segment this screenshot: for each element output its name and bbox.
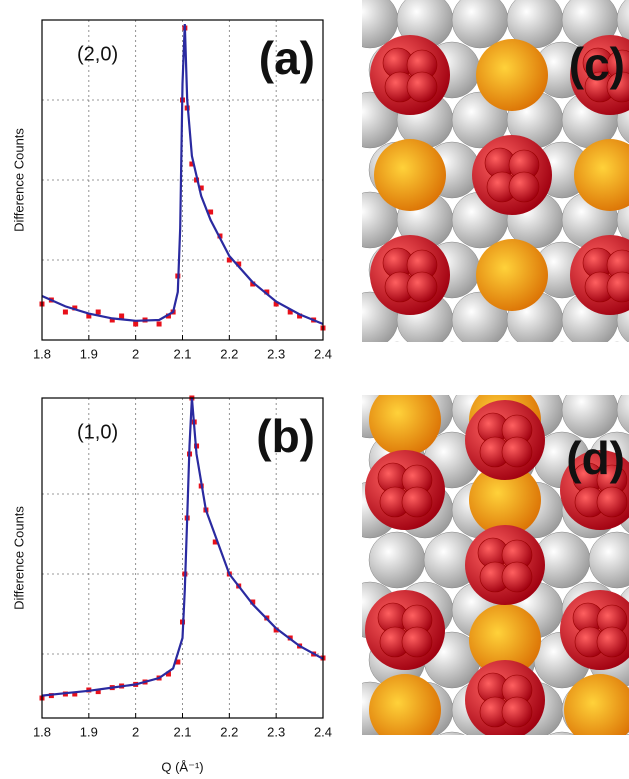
annotation: (2,0) xyxy=(77,43,118,65)
x-tick-label: 2.4 xyxy=(314,346,332,361)
molecule xyxy=(465,660,545,740)
data-point xyxy=(96,310,101,315)
x-tick-label: 1.9 xyxy=(80,346,98,361)
x-axis-label: Q (Å⁻¹) xyxy=(161,759,203,774)
molecule-part xyxy=(402,487,432,517)
x-tick-label: 2.2 xyxy=(220,724,238,739)
molecule xyxy=(465,525,545,605)
atom xyxy=(424,342,480,398)
data-point xyxy=(133,322,138,327)
atom xyxy=(479,342,535,398)
molecule-part xyxy=(502,562,532,592)
atom xyxy=(476,39,548,111)
panel-label: (d) xyxy=(566,432,625,484)
molecule xyxy=(465,400,545,480)
molecule-part xyxy=(407,72,437,102)
figure: (c) (d) 1.8 1.9 2 2.1 2.2 2.3 2.4 (a) (2,0) Diffe… xyxy=(0,0,629,779)
molecule xyxy=(370,235,450,315)
y-axis-label: Difference Counts xyxy=(11,506,26,610)
panel-label: (b) xyxy=(256,410,315,462)
x-tick-label: 2 xyxy=(132,724,139,739)
x-tick-label: 2 xyxy=(132,346,139,361)
x-tick-label: 1.8 xyxy=(33,724,51,739)
panel-label: (c) xyxy=(569,38,625,90)
annotation: (1,0) xyxy=(77,421,118,443)
x-tick-label: 2.3 xyxy=(267,346,285,361)
molecule-part xyxy=(597,487,627,517)
x-tick-label: 2.1 xyxy=(173,724,191,739)
atom xyxy=(369,384,441,456)
x-tick-label: 2.4 xyxy=(314,724,332,739)
data-point xyxy=(63,310,68,315)
atom xyxy=(589,732,629,779)
x-tick-label: 2.2 xyxy=(220,346,238,361)
x-tick-label: 1.8 xyxy=(33,346,51,361)
x-tick-label: 2.3 xyxy=(267,724,285,739)
atom xyxy=(369,732,425,779)
atom xyxy=(369,342,425,398)
atom xyxy=(534,732,590,779)
panel-label: (a) xyxy=(259,32,315,84)
y-axis-label: Difference Counts xyxy=(11,128,26,232)
atom xyxy=(562,382,618,438)
data-point xyxy=(157,322,162,327)
molecule-part xyxy=(407,272,437,302)
atom xyxy=(589,342,629,398)
molecule-part xyxy=(509,172,539,202)
atom xyxy=(374,139,446,211)
molecule-part xyxy=(597,627,627,657)
molecule xyxy=(365,590,445,670)
atom xyxy=(479,732,535,779)
x-tick-label: 1.9 xyxy=(80,724,98,739)
atom xyxy=(476,239,548,311)
molecule xyxy=(365,450,445,530)
molecule-part xyxy=(502,437,532,467)
atom xyxy=(424,732,480,779)
molecule xyxy=(370,35,450,115)
atom xyxy=(534,342,590,398)
x-tick-label: 2.1 xyxy=(173,346,191,361)
data-point xyxy=(119,314,124,319)
atom xyxy=(369,674,441,746)
molecule-part xyxy=(502,697,532,727)
atom xyxy=(369,532,425,588)
molecule-part xyxy=(402,627,432,657)
molecule xyxy=(472,135,552,215)
